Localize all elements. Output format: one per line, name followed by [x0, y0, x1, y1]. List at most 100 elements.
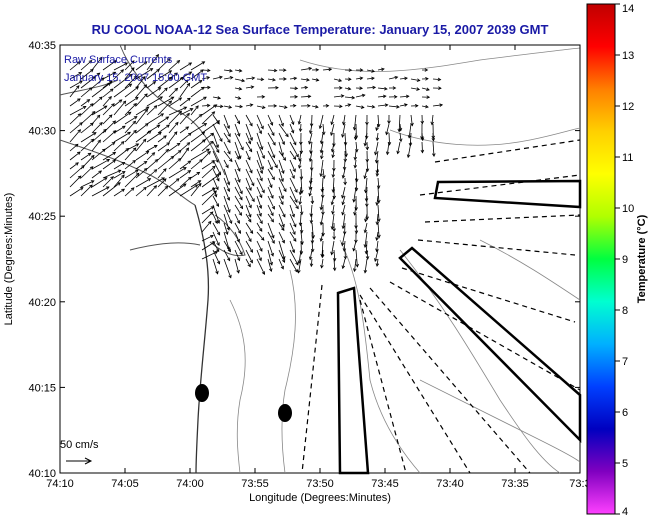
- current-vector-head: [420, 137, 425, 142]
- current-vector-head: [396, 105, 400, 109]
- current-vector-head: [260, 125, 264, 130]
- current-vector-head: [377, 234, 381, 239]
- x-tick-label: 73:50: [306, 478, 334, 490]
- current-vector: [234, 132, 244, 150]
- current-vector: [331, 240, 335, 255]
- current-vector-head: [375, 248, 379, 253]
- current-vector: [343, 240, 346, 252]
- current-vector: [342, 213, 346, 229]
- current-vector: [69, 80, 83, 89]
- current-vector-head: [168, 70, 173, 74]
- current-vector: [311, 78, 319, 81]
- current-vector: [256, 132, 263, 150]
- current-vector-head: [375, 237, 379, 241]
- current-vector-head: [143, 61, 148, 65]
- x-tick-label: 73:35: [501, 478, 529, 490]
- current-vector: [364, 168, 368, 179]
- current-vector-head: [187, 176, 192, 181]
- current-vector: [146, 145, 158, 152]
- current-vector: [344, 104, 351, 107]
- current-vector: [234, 258, 240, 273]
- current-vector-head: [237, 96, 242, 100]
- current-vector-head: [259, 177, 263, 182]
- current-vector-head: [381, 67, 385, 72]
- current-vector: [245, 204, 252, 218]
- current-vector-head: [353, 211, 357, 216]
- current-vector: [80, 111, 96, 125]
- current-vector-head: [297, 121, 302, 125]
- current-vector-head: [156, 68, 160, 73]
- current-vector: [320, 150, 324, 159]
- current-vector-head: [182, 167, 187, 171]
- current-vector-head: [259, 194, 263, 199]
- current-vector: [201, 104, 210, 107]
- current-vector: [168, 167, 187, 179]
- current-vector-head: [307, 94, 312, 99]
- current-vector: [157, 76, 173, 89]
- current-vector-head: [426, 95, 431, 99]
- current-vector: [201, 151, 211, 161]
- current-vector: [146, 132, 162, 143]
- current-vector-head: [75, 162, 79, 166]
- current-vector: [234, 159, 241, 172]
- current-vector: [289, 195, 299, 209]
- current-vector-head: [310, 248, 315, 253]
- current-vector: [256, 105, 266, 109]
- current-vector: [102, 60, 117, 71]
- current-vector-head: [152, 81, 157, 85]
- current-vector-head: [294, 268, 298, 273]
- x-tick-label: 74:10: [46, 478, 74, 490]
- current-vector-head: [328, 67, 333, 72]
- current-vector-head: [182, 183, 187, 187]
- current-vector: [267, 132, 276, 146]
- current-vector-head: [175, 121, 179, 126]
- current-vector-head: [298, 157, 302, 162]
- current-vector-head: [156, 124, 161, 128]
- current-vector-head: [96, 72, 101, 77]
- x-tick-label: 73:3: [569, 478, 590, 490]
- current-vector-head: [294, 86, 299, 91]
- current-vector: [410, 87, 420, 90]
- current-vector-head: [251, 182, 255, 187]
- current-vector: [135, 178, 151, 188]
- current-vector-head: [393, 95, 398, 99]
- current-vector: [80, 184, 93, 197]
- colorbar-tick-label: 10: [622, 203, 634, 215]
- current-vector: [80, 76, 96, 89]
- current-vector-head: [330, 251, 334, 256]
- current-vector-head: [282, 157, 287, 161]
- current-vector: [179, 126, 189, 134]
- current-vector-head: [355, 263, 359, 268]
- current-vector: [267, 69, 277, 72]
- current-vector-head: [363, 229, 368, 234]
- current-vector: [278, 168, 284, 182]
- current-vector-head: [325, 104, 330, 108]
- current-vector: [102, 120, 116, 134]
- current-vector: [267, 222, 275, 239]
- current-vector: [212, 150, 219, 163]
- current-vector-head: [174, 87, 179, 92]
- current-vector-head: [330, 226, 335, 230]
- current-vector: [289, 213, 297, 227]
- current-vector-head: [216, 260, 221, 265]
- current-vector: [234, 123, 240, 137]
- current-vector: [124, 86, 139, 98]
- current-vector: [234, 222, 241, 234]
- current-vector-head: [297, 269, 301, 274]
- current-vector: [168, 158, 182, 170]
- current-vector-head: [135, 169, 139, 173]
- current-vector-head: [282, 68, 287, 72]
- current-vector: [289, 249, 299, 266]
- current-vector: [311, 195, 313, 204]
- current-vector-head: [269, 261, 273, 266]
- current-vector-head: [280, 201, 284, 206]
- current-vector-head: [405, 94, 410, 99]
- current-vector-head: [342, 166, 347, 171]
- current-vector-head: [107, 82, 112, 86]
- colorbar-tick-label: 9: [622, 254, 628, 266]
- current-vector-head: [283, 77, 287, 81]
- current-vector: [366, 69, 375, 72]
- current-vector: [201, 235, 214, 242]
- current-vector: [223, 105, 232, 108]
- current-vector: [91, 170, 102, 179]
